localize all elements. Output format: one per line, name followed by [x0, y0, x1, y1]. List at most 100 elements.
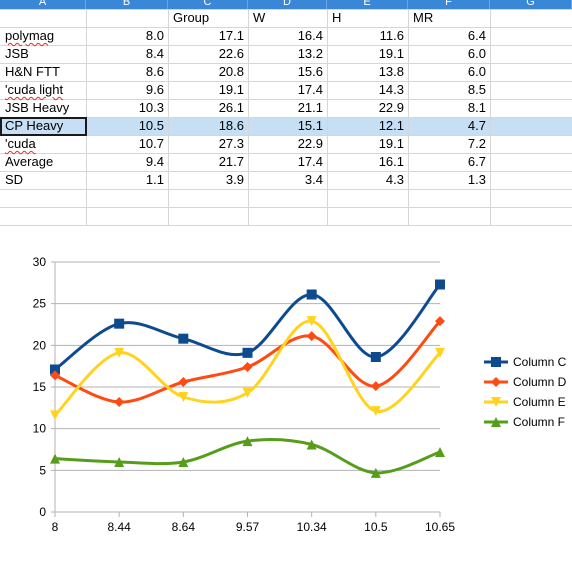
chart-svg: 0 5 10 15 20 25 30 8 8.44 8.64 9.57 10.34 10.5 10.65 C… — [33, 255, 567, 534]
x-tick-label: 8 — [52, 520, 59, 534]
row-label-text: 'cuda — [5, 136, 36, 151]
value-cell[interactable]: 18.6 — [218, 118, 244, 133]
x-tick-label: 9.57 — [236, 520, 260, 534]
value-cell[interactable]: 16.1 — [378, 154, 404, 169]
data-point-column-d — [178, 377, 189, 387]
value-cell[interactable]: 8.6 — [145, 64, 164, 79]
value-cell[interactable]: 14.3 — [378, 82, 404, 97]
value-cell[interactable]: 8.0 — [145, 28, 164, 43]
data-point-column-f — [435, 447, 445, 457]
value-cell[interactable]: 26.1 — [218, 100, 244, 115]
value-cell[interactable]: 9.4 — [145, 154, 164, 169]
row-label-cell[interactable]: JSB Heavy — [0, 99, 86, 117]
value-cell[interactable]: 6.0 — [467, 64, 486, 79]
value-cell[interactable]: 16.4 — [297, 28, 323, 43]
value-cell[interactable]: 10.3 — [138, 100, 164, 115]
grid-row-line — [0, 27, 572, 28]
selected-row-highlight — [0, 117, 572, 135]
header-cell[interactable]: H — [332, 10, 342, 25]
row-label-text: Average — [5, 154, 54, 169]
value-cell[interactable]: 22.9 — [378, 100, 404, 115]
grid-row-line — [0, 81, 572, 82]
data-point-column-d — [50, 370, 60, 381]
row-label-cell[interactable]: CP Heavy — [0, 117, 86, 135]
y-tick-label: 30 — [33, 255, 47, 269]
row-label-cell[interactable]: 'cuda — [0, 135, 86, 153]
value-cell[interactable]: 19.1 — [218, 82, 244, 97]
header-cell[interactable]: MR — [413, 10, 434, 25]
value-cell[interactable]: 15.1 — [297, 118, 323, 133]
row-label-cell[interactable]: SD — [0, 171, 86, 189]
data-point-column-f — [50, 453, 60, 464]
x-tick-label: 8.44 — [107, 520, 131, 534]
value-cell[interactable]: 10.5 — [138, 118, 164, 133]
value-cell[interactable]: 15.6 — [297, 64, 323, 79]
value-cell[interactable]: 3.9 — [225, 172, 244, 187]
value-cell[interactable]: 8.5 — [467, 82, 486, 97]
row-label-cell[interactable]: JSB — [0, 45, 86, 63]
data-point-column-e — [370, 406, 381, 417]
x-tick-label: 10.34 — [297, 520, 327, 534]
value-cell[interactable]: 6.0 — [467, 46, 486, 61]
value-cell[interactable]: 13.2 — [297, 46, 323, 61]
data-point-column-c — [370, 352, 381, 362]
value-cell[interactable]: 22.6 — [218, 46, 244, 61]
value-cell[interactable]: 8.4 — [145, 46, 164, 61]
value-cell[interactable]: 19.1 — [378, 46, 404, 61]
value-cell[interactable]: 7.2 — [467, 136, 486, 151]
value-cell[interactable]: 6.7 — [467, 154, 486, 169]
row-label-text: CP Heavy — [5, 118, 64, 133]
value-cell[interactable]: 4.7 — [467, 118, 486, 133]
row-label-cell[interactable]: polymag — [0, 27, 86, 45]
x-tick-label: 8.64 — [172, 520, 196, 534]
column-header-b[interactable]: B — [86, 0, 168, 9]
data-point-column-c — [114, 318, 125, 329]
column-header-g[interactable]: G — [490, 0, 572, 9]
value-cell[interactable]: 4.3 — [385, 172, 404, 187]
data-point-column-c — [306, 289, 317, 300]
value-cell[interactable]: 21.7 — [218, 154, 244, 169]
value-cell[interactable]: 22.9 — [297, 136, 323, 151]
data-point-column-f — [242, 436, 253, 447]
value-cell[interactable]: 1.1 — [145, 172, 164, 187]
row-label-cell[interactable]: 'cuda light — [0, 81, 86, 99]
active-cell-cursor — [0, 117, 87, 136]
data-point-column-d — [435, 316, 445, 327]
data-point-column-e — [114, 347, 125, 358]
value-cell[interactable]: 17.4 — [297, 154, 323, 169]
column-header-a[interactable]: A — [0, 0, 86, 9]
value-cell[interactable]: 19.1 — [378, 136, 404, 151]
data-point-column-c — [50, 364, 60, 375]
grid-row-line — [0, 45, 572, 46]
value-cell[interactable]: 17.4 — [297, 82, 323, 97]
column-header-f[interactable]: F — [408, 0, 490, 9]
column-header-d[interactable]: D — [248, 0, 327, 9]
value-cell[interactable]: 27.3 — [218, 136, 244, 151]
value-cell[interactable]: 8.1 — [467, 100, 486, 115]
value-cell[interactable]: 20.8 — [218, 64, 244, 79]
grid-row-line — [0, 171, 572, 172]
x-tick-label: 10.65 — [425, 520, 455, 534]
value-cell[interactable]: 6.4 — [467, 28, 486, 43]
value-cell[interactable]: 11.6 — [379, 28, 404, 43]
value-cell[interactable]: 21.1 — [297, 100, 323, 115]
row-label-cell[interactable]: H&N FTT — [0, 63, 86, 81]
column-header-e[interactable]: E — [327, 0, 408, 9]
legend-marker-column-d — [491, 377, 501, 387]
row-label-cell[interactable]: Average — [0, 153, 86, 171]
value-cell[interactable]: 13.8 — [378, 64, 404, 79]
value-cell[interactable]: 9.6 — [145, 82, 164, 97]
value-cell[interactable]: 10.7 — [138, 136, 164, 151]
value-cell[interactable]: 1.3 — [467, 172, 486, 187]
grid-row-line — [0, 207, 572, 208]
y-tick-label: 10 — [33, 422, 47, 436]
line-chart[interactable]: 0 5 10 15 20 25 30 8 8.44 8.64 9.57 10.34 10.5 10.65 C… — [0, 221, 572, 559]
data-point-column-e — [50, 410, 60, 421]
value-cell[interactable]: 12.1 — [378, 118, 404, 133]
column-header-c[interactable]: C — [168, 0, 248, 9]
value-cell[interactable]: 3.4 — [304, 172, 323, 187]
x-tick-label: 10.5 — [364, 520, 388, 534]
header-cell[interactable]: Group — [173, 10, 210, 25]
value-cell[interactable]: 17.1 — [218, 28, 244, 43]
header-cell[interactable]: W — [253, 10, 266, 25]
